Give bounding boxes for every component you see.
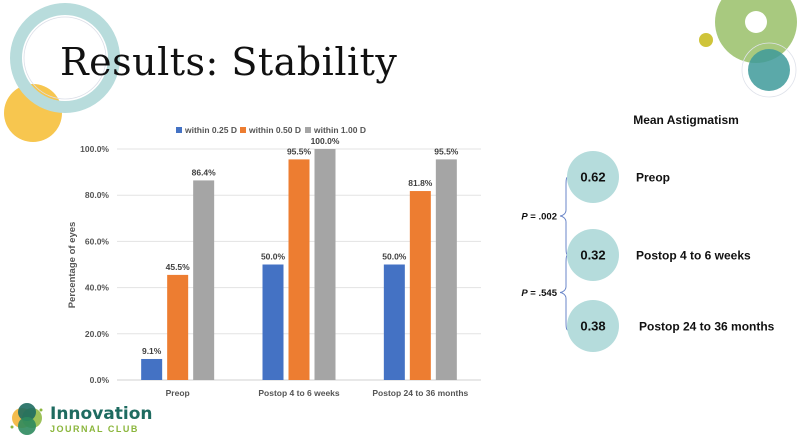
- bar: [262, 264, 284, 380]
- bar-data-label: 9.1%: [142, 346, 162, 356]
- legend-entry: within 0.50 D: [248, 125, 301, 135]
- brace: [559, 254, 569, 331]
- bar: [435, 159, 457, 380]
- astigmatism-value: 0.38: [580, 319, 605, 334]
- decor-thin-ring: [23, 16, 107, 100]
- bar-data-label: 81.8%: [408, 178, 433, 188]
- logo-name: Innovation: [50, 404, 153, 424]
- brace: [559, 176, 569, 256]
- y-tick-label: 20.0%: [85, 329, 110, 339]
- bar-data-label: 50.0%: [382, 252, 407, 262]
- x-tick-label: Preop: [166, 388, 190, 398]
- bar-data-label: 86.4%: [192, 167, 217, 177]
- astigmatism-label: Preop: [636, 171, 670, 185]
- decor-olive-dot: [699, 33, 713, 47]
- astigmatism-bubble: [567, 229, 619, 281]
- y-tick-label: 80.0%: [85, 190, 110, 200]
- bar-data-label: 50.0%: [261, 252, 286, 262]
- legend-swatch: [305, 127, 311, 133]
- p-value: P = .545: [521, 288, 557, 299]
- legend-swatch: [176, 127, 182, 133]
- logo: Innovation JOURNAL CLUB: [50, 405, 153, 435]
- legend-entry: within 0.25 D: [184, 125, 237, 135]
- bar-data-label: 95.5%: [434, 146, 459, 156]
- bar: [288, 159, 310, 380]
- decor-ring: [10, 3, 120, 113]
- astigmatism-label: Postop 24 to 36 months: [639, 320, 775, 334]
- astigmatism-bubble: [567, 151, 619, 203]
- y-tick-label: 0.0%: [90, 375, 110, 385]
- x-tick-label: Postop 24 to 36 months: [372, 388, 468, 398]
- logo-mark: [10, 403, 43, 435]
- x-tick-label: Postop 4 to 6 weeks: [258, 388, 340, 398]
- astigmatism-heading: Mean Astigmatism: [633, 113, 739, 127]
- decor-teal-circle: [748, 49, 790, 91]
- logo-subtitle: JOURNAL CLUB: [50, 424, 139, 434]
- astigmatism-bubble: [567, 300, 619, 352]
- legend-swatch: [240, 127, 246, 133]
- p-number: = .002: [528, 212, 557, 223]
- p-value: P = .002: [521, 212, 557, 223]
- y-tick-label: 60.0%: [85, 236, 110, 246]
- p-symbol: P: [521, 212, 528, 223]
- decor-white-hole: [745, 11, 767, 33]
- y-tick-label: 100.0%: [80, 144, 109, 154]
- bar: [193, 180, 215, 380]
- bar-data-label: 45.5%: [166, 262, 191, 272]
- bar-data-label: 100.0%: [311, 136, 340, 146]
- legend-entry: within 1.00 D: [313, 125, 366, 135]
- decor-thin-ring-right: [741, 42, 797, 98]
- bar-chart: 0.0% 20.0% 40.0% 60.0% 80.0% 100.0% Percentage…: [67, 125, 481, 398]
- bar: [141, 358, 163, 380]
- y-tick-label: 40.0%: [85, 283, 110, 293]
- bar: [314, 149, 336, 380]
- y-axis-label: Percentage of eyes: [67, 222, 78, 309]
- bar-data-label: 95.5%: [287, 146, 312, 156]
- bar: [167, 274, 189, 380]
- p-symbol: P: [521, 288, 528, 299]
- bar: [383, 264, 405, 380]
- p-number: = .545: [528, 288, 558, 299]
- slide-title: Results: Stability: [60, 40, 398, 84]
- astigmatism-value: 0.62: [580, 170, 605, 185]
- astigmatism-value: 0.32: [580, 248, 605, 263]
- bar: [409, 191, 431, 380]
- astigmatism-label: Postop 4 to 6 weeks: [636, 249, 751, 263]
